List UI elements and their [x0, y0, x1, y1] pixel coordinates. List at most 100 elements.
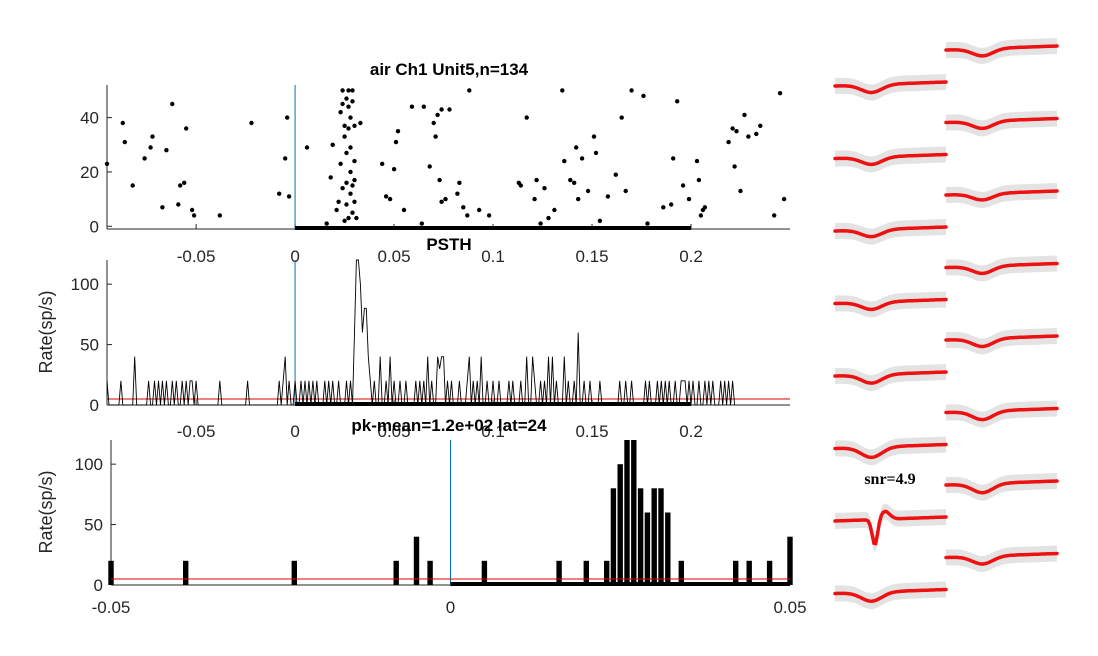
spike-point [613, 172, 618, 177]
spike-point [671, 156, 676, 161]
histogram-bar [651, 488, 657, 585]
spike-point [148, 145, 153, 150]
spike-point [160, 205, 165, 210]
histogram-bar [644, 512, 651, 585]
psth-xtick-label: 0.2 [679, 422, 703, 441]
spike-point [409, 104, 415, 109]
psth-xtick-label: 0.15 [575, 422, 608, 441]
spike-point [686, 196, 692, 202]
spike-point [419, 221, 424, 226]
spike-point [568, 177, 573, 183]
spike-point [758, 123, 763, 128]
psth-xtick-label: 0.1 [481, 422, 505, 441]
spike-point [431, 120, 436, 126]
spike-point [336, 199, 341, 204]
spike-point [346, 104, 351, 109]
histogram-bar [481, 560, 488, 585]
waveform-trace [833, 225, 948, 239]
spike-point [344, 202, 349, 207]
spike-point [465, 213, 470, 218]
histogram-bar [427, 560, 433, 585]
waveform-band [946, 328, 1057, 355]
spike-point [395, 129, 401, 134]
histogram-bar [604, 560, 610, 585]
spike-point [738, 188, 743, 194]
waveform-trace [944, 479, 1059, 495]
waveform-trace [833, 509, 948, 546]
waveform-trace [944, 116, 1059, 131]
spike-point [777, 91, 783, 96]
spike-point [342, 123, 347, 128]
raster-ytick-label: 20 [80, 163, 99, 182]
psth-line [106, 259, 790, 406]
raster-title: air Ch1 Unit5,n=134 [370, 60, 529, 79]
waveform-band [946, 545, 1057, 572]
spike-point [597, 218, 603, 223]
spike-point [346, 126, 351, 131]
histogram-bar [108, 560, 114, 585]
histogram-bar [733, 560, 739, 585]
histogram-bar [624, 440, 630, 585]
histogram-bar [393, 560, 399, 585]
spike-point [726, 139, 731, 145]
spike-point [340, 186, 345, 191]
spike-point [675, 99, 680, 104]
histogram-bar [678, 560, 684, 585]
spike-point [546, 215, 551, 221]
raster-xtick-label: -0.05 [177, 247, 216, 266]
waveform-trace [833, 80, 948, 95]
spike-point [435, 112, 440, 118]
spike-point [439, 199, 444, 204]
spike-point [772, 213, 777, 218]
spike-point [467, 88, 472, 93]
spike-point [698, 213, 704, 218]
histogram-axes: 0 50 100 -0.05 0 0.05 [75, 440, 807, 617]
spike-point [572, 180, 577, 185]
histogram-bar [617, 464, 623, 585]
raster-points [104, 85, 787, 230]
psth-axes: 0 50 100 -0.05 0 0.05 0.1 0.15 0.2 [71, 260, 790, 441]
histogram-bar [583, 560, 589, 585]
spike-point [447, 107, 452, 112]
waveform-trace [833, 587, 948, 603]
spike-point [387, 196, 393, 202]
spike-point [344, 180, 349, 185]
spike-point [641, 93, 646, 99]
spike-point [354, 215, 359, 221]
waveform-trace [944, 334, 1059, 349]
spike-point [694, 158, 700, 164]
spike-point [182, 180, 187, 185]
waveform-band [835, 581, 946, 610]
spike-point [443, 196, 448, 202]
spike-point [538, 221, 543, 226]
spike-point [104, 161, 110, 166]
waveform-band [946, 473, 1057, 501]
histogram-title: pk-mean=1.2e+02 lat=24 [351, 416, 547, 435]
spike-point [170, 101, 175, 107]
spike-point [348, 145, 353, 150]
spike-point [346, 215, 351, 221]
spike-point [461, 205, 466, 210]
histogram-bar [610, 488, 617, 585]
spike-point [350, 183, 355, 188]
waveform-trace [833, 442, 948, 460]
spike-point [348, 191, 353, 196]
spike-point [742, 112, 747, 118]
spike-point [518, 183, 523, 188]
waveform-band [835, 364, 946, 392]
spike-point [455, 191, 460, 196]
histogram-ytick-label: 50 [84, 516, 103, 535]
spike-point [439, 107, 444, 112]
histogram-bar [631, 440, 637, 585]
psth-xtick-label: 0 [290, 422, 299, 441]
spike-point [734, 129, 739, 134]
spike-point [433, 134, 438, 139]
spike-point [348, 169, 353, 175]
spike-point [142, 156, 147, 161]
spike-point [754, 131, 759, 137]
waveform-trace [833, 370, 948, 385]
spike-point [249, 120, 254, 126]
spike-point [340, 88, 345, 93]
spike-point [380, 161, 385, 166]
spike-point [122, 139, 128, 145]
